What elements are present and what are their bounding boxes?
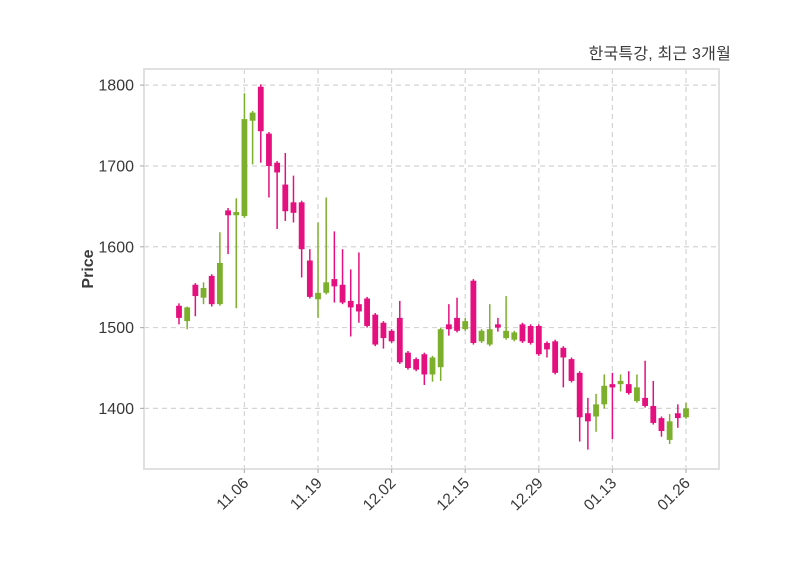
candle-body-down [192, 284, 199, 297]
candle-body-up [249, 112, 256, 121]
candle-body-up [634, 387, 640, 402]
chart-title: 한국특강, 최근 3개월 [588, 46, 731, 63]
candle-body-down [576, 372, 583, 418]
candle-body-down [421, 354, 428, 375]
candle-body-up [666, 421, 673, 440]
candle-body-down [306, 260, 313, 297]
candle-body-down [658, 418, 665, 432]
candle-body-down [388, 330, 395, 342]
candle-body-down [176, 305, 182, 318]
candle-body-down [331, 279, 338, 287]
candle-body-down [674, 413, 681, 419]
candle-body-down [225, 210, 231, 216]
candle-body-down [495, 324, 501, 328]
y-tick-label: 1500 [98, 320, 134, 337]
candle-body-down [274, 162, 281, 173]
candle-body-up [437, 329, 444, 368]
candle-body-down [347, 300, 354, 308]
x-tick-label: 11.19 [287, 475, 326, 514]
candle-body-up [200, 287, 207, 298]
x-tick-label: 01.26 [654, 475, 693, 514]
candle-body-up [233, 212, 240, 216]
candle-body-down [356, 304, 362, 312]
candle-body-down [544, 342, 550, 350]
candle-body-down [625, 384, 632, 394]
candle-body-down [527, 325, 534, 343]
candle-body-up [216, 262, 223, 305]
candle-body-down [298, 202, 305, 250]
candle-body-down [405, 352, 411, 368]
candle-body-up [462, 321, 469, 330]
x-tick-label: 01.13 [581, 475, 620, 514]
candle-body-down [535, 325, 542, 355]
x-tick-label: 12.29 [507, 475, 546, 514]
candle-body-down [396, 317, 403, 363]
candle-body-up [241, 119, 248, 217]
y-tick-label: 1800 [98, 78, 134, 95]
y-tick-label: 1700 [98, 158, 134, 175]
y-tick-label: 1600 [98, 239, 134, 256]
candle-body-up [503, 330, 509, 339]
candle-body-down [560, 347, 567, 358]
candle-body-down [584, 413, 591, 422]
candle-body-down [413, 359, 420, 370]
candle-body-down [454, 317, 460, 331]
candle-body-down [642, 397, 649, 406]
candle-body-down [282, 184, 289, 212]
candle-body-down [470, 280, 477, 343]
candle-body-down [519, 324, 526, 342]
candle-body-down [257, 86, 264, 132]
candle-body-down [552, 341, 559, 373]
y-tick-label: 1400 [98, 401, 134, 418]
candle-body-up [683, 408, 689, 418]
candle-body-up [184, 307, 191, 322]
candle-body-down [568, 359, 575, 381]
axes-border [143, 68, 720, 470]
candle-body-up [429, 357, 436, 375]
candle-body-down [364, 298, 370, 326]
candle-body-down [380, 322, 387, 339]
candle-body-down [650, 405, 657, 423]
x-tick-label: 12.15 [434, 475, 473, 514]
candle-body-up [315, 292, 321, 300]
candle-body-up [323, 282, 330, 293]
candle-body-up [601, 385, 608, 405]
candle-body-up [511, 332, 518, 340]
candle-body-down [372, 314, 379, 345]
candle-body-down [445, 324, 452, 330]
x-tick-label: 11.06 [214, 475, 253, 514]
candle-body-up [617, 380, 624, 385]
candle-body-down [609, 384, 616, 388]
candle-body-up [593, 404, 599, 417]
candle-body-up [478, 330, 485, 342]
candle-body-down [208, 275, 215, 305]
candle-body-up [486, 329, 493, 345]
candle-body-down [290, 202, 297, 213]
candle-body-down [339, 284, 346, 303]
x-tick-label: 12.02 [360, 475, 399, 514]
candle-body-down [266, 133, 272, 166]
